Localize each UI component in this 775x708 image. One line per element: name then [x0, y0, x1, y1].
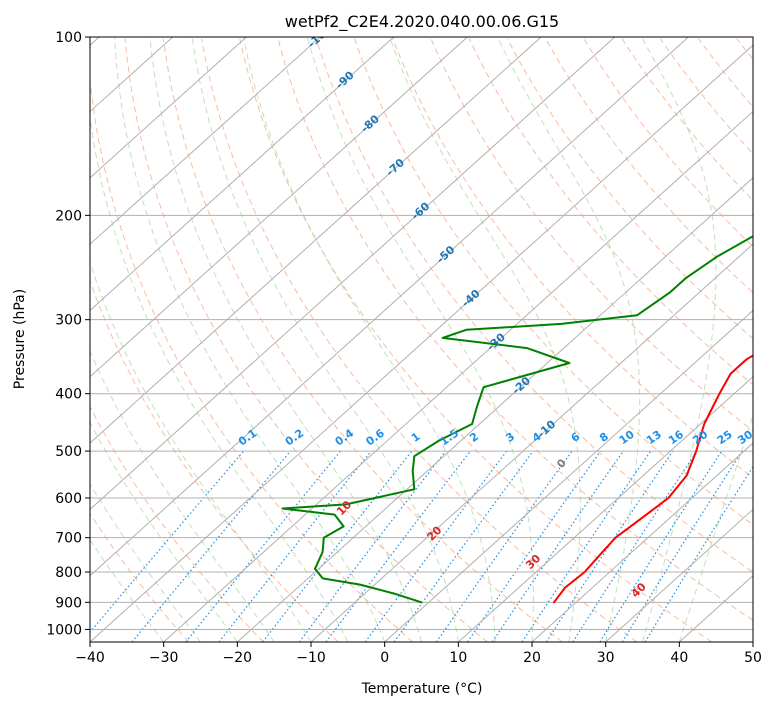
mixing-ratio-line	[435, 450, 573, 642]
y-tick-label: 300	[55, 313, 82, 329]
moist-adiabat-line	[90, 350, 275, 642]
dry-adiabat-line	[315, 38, 753, 573]
y-tick-label: 600	[55, 491, 82, 507]
temperature-profile-line	[553, 354, 753, 604]
moist-adiabat-line	[678, 413, 753, 642]
isotherm-line	[90, 37, 616, 511]
y-tick-label: 500	[55, 444, 82, 460]
x-tick-label: 50	[744, 650, 762, 666]
moist-adiabat-line	[389, 37, 581, 642]
mixing-ratio-line	[325, 450, 471, 642]
dry-adiabat-line	[583, 38, 753, 248]
mixing-ratio-line	[298, 450, 447, 642]
moist-adiabat-line	[641, 37, 717, 642]
isotherm-line	[90, 37, 247, 179]
y-tick-label: 700	[55, 531, 82, 547]
mixing-ratio-line	[572, 450, 698, 642]
mixing-ratio-line	[218, 450, 372, 642]
moist-adiabat-line	[90, 260, 312, 642]
dry-adiabat-line	[90, 405, 264, 642]
moist-adiabat-line	[90, 538, 165, 642]
isotherm-line	[310, 243, 753, 642]
mixing-ratio-line	[131, 450, 291, 642]
mixing-ratio-label: 30	[735, 428, 755, 448]
moist-adiabat-line	[90, 113, 349, 642]
moist-adiabat-line	[242, 37, 496, 642]
isotherm-line	[90, 37, 542, 444]
dewpoint-profile-line	[281, 235, 753, 604]
dry-adiabat-line	[124, 38, 488, 642]
dry-adiabat-line	[621, 38, 753, 201]
moist-adiabats	[90, 37, 753, 642]
profile-series	[281, 235, 753, 604]
isotherm-line	[163, 110, 753, 642]
x-tick-label: 30	[597, 650, 615, 666]
isotherm-line	[605, 508, 753, 642]
isotherm-line	[90, 37, 689, 577]
y-tick-label: 100	[55, 30, 82, 46]
x-tick-label: 40	[670, 650, 688, 666]
dry-adiabat-line	[90, 74, 414, 642]
x-tick-label: 0	[380, 650, 389, 666]
x-tick-label: 20	[523, 650, 541, 666]
pressure-gridlines	[90, 37, 753, 630]
moist-adiabat-line	[149, 37, 422, 642]
mixing-ratio-line	[644, 465, 753, 642]
moist-adiabat-line	[90, 421, 238, 642]
x-tick-label: −30	[149, 650, 179, 666]
isotherm-line	[90, 37, 395, 312]
plot-frame	[89, 36, 754, 643]
dry-adiabat-line	[392, 38, 753, 479]
moist-adiabat-line	[191, 37, 459, 642]
mixing-ratio-lines	[90, 450, 753, 642]
mixing-ratio-line	[599, 450, 723, 642]
y-tick-label: 900	[55, 595, 82, 611]
mixing-ratio-line	[545, 450, 674, 642]
isotherm-line	[236, 177, 753, 642]
skewed-isotherms	[90, 37, 753, 642]
y-tick-label: 800	[55, 565, 82, 581]
mixing-ratio-line	[364, 450, 508, 642]
x-tick-label: −20	[223, 650, 253, 666]
x-tick-label: −40	[75, 650, 105, 666]
dry-adiabat-line	[239, 38, 712, 642]
isotherm-line	[90, 37, 468, 378]
mixing-ratio-line	[467, 450, 602, 642]
isotherm-line	[457, 376, 753, 642]
mixing-ratio-line	[185, 450, 341, 642]
x-tick-label: −10	[296, 650, 326, 666]
y-tick-label: 400	[55, 387, 82, 403]
y-axis-label: Pressure (hPa)	[12, 289, 28, 389]
mixing-ratio-line	[521, 450, 652, 642]
dry-adiabat-line	[506, 38, 753, 340]
y-tick-label: 1000	[46, 622, 82, 638]
x-tick-label: 10	[449, 650, 467, 666]
dry-adiabat-line	[201, 38, 638, 642]
y-axis: 100 200 300 400 500 600 700 800 900 1000	[46, 30, 90, 638]
dry-adiabat-line	[430, 38, 753, 432]
isotherm-line	[531, 442, 753, 642]
mixing-ratio-line	[90, 450, 245, 634]
dry-adiabats	[90, 38, 753, 642]
plot-area: -100-90-80-70-60-50-40-30-20-100.10.20.4…	[90, 37, 755, 642]
moist-adiabat-line	[497, 37, 641, 642]
y-tick-label: 200	[55, 208, 82, 224]
x-axis-label: Temperature (°C)	[361, 681, 483, 697]
isotherm-line	[384, 309, 753, 642]
moist-adiabat-line	[90, 482, 201, 642]
moist-adiabat-line	[306, 37, 534, 642]
chart-title: wetPf2_C2E4.2020.040.00.06.G15	[285, 12, 559, 32]
isotherm-line	[90, 37, 321, 245]
isotherm-line	[90, 44, 753, 642]
dry-adiabat-line	[468, 38, 753, 386]
moist-adiabat-line	[114, 37, 386, 642]
x-axis: −40 −30 −20 −10 0 10 20 30 40 50	[75, 642, 762, 666]
dry-adiabat-line	[162, 38, 563, 642]
mixing-ratio-line	[491, 450, 624, 642]
